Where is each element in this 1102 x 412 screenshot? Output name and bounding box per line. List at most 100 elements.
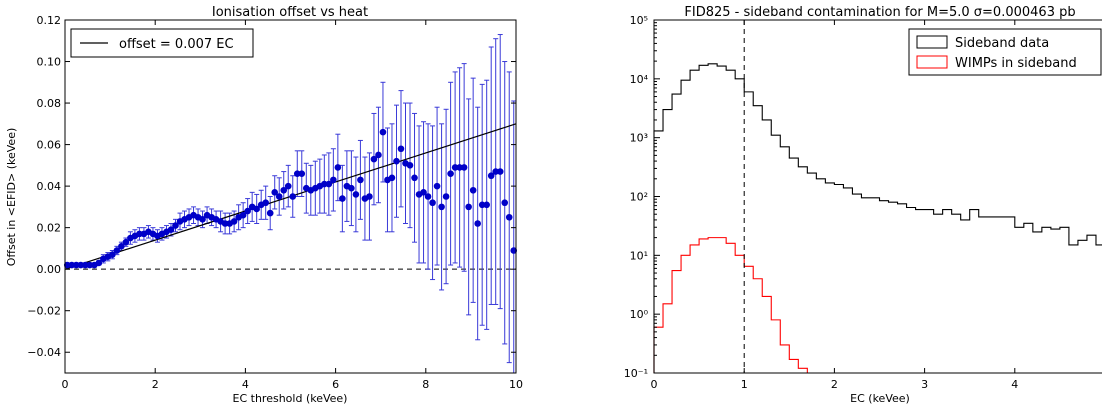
data-point [379, 128, 387, 136]
data-point [321, 180, 328, 188]
data-point [325, 180, 333, 188]
y-tick-label: 10³ [630, 132, 648, 145]
data-point [253, 205, 260, 213]
left-legend-label: offset = 0.007 EC [119, 37, 234, 52]
data-point [465, 203, 472, 211]
data-point [370, 155, 378, 163]
y-tick-label: 0.00 [37, 263, 62, 276]
data-point [429, 199, 436, 207]
y-tick-label: 10¹ [630, 249, 648, 262]
x-tick-label: 3 [921, 378, 928, 391]
x-tick-label: 2 [152, 378, 159, 391]
y-tick-label: 0.10 [37, 56, 62, 69]
data-point [483, 201, 490, 209]
left-chart-frame [64, 19, 517, 374]
left-chart-title: Ionisation offset vs heat [212, 5, 368, 20]
y-tick-label: 0.06 [37, 139, 62, 152]
y-tick-label: 0.04 [37, 180, 62, 193]
right-legend-swatch-wimps [916, 55, 948, 69]
data-point [289, 193, 297, 200]
data-point [298, 170, 306, 177]
y-tick-label: 10⁰ [630, 308, 649, 321]
x-tick-label: 2 [831, 378, 838, 391]
data-point [262, 199, 269, 207]
right-chart-ticks: 0 1 2 3 4 10⁻¹ 10⁰ 10¹ 10² 10³ 10⁴ 10⁵ [624, 14, 1019, 391]
x-tick-label: 0 [651, 378, 658, 391]
x-tick-label: 1 [741, 378, 748, 391]
data-point [199, 216, 206, 223]
y-tick-label: 0.02 [37, 222, 62, 235]
data-point [280, 186, 288, 194]
wimps-histogram [653, 237, 808, 373]
data-point [334, 164, 342, 171]
data-point [460, 164, 468, 171]
y-tick-label: 0.12 [37, 14, 62, 27]
data-point [393, 157, 400, 165]
data-point [352, 191, 360, 198]
data-point [357, 176, 364, 184]
x-tick-label: 8 [422, 378, 429, 391]
data-point [72, 261, 80, 269]
x-tick-label: 0 [62, 378, 69, 391]
data-point [469, 186, 477, 194]
data-point [496, 168, 504, 175]
data-point [505, 213, 513, 221]
left-chart-data [63, 34, 518, 373]
data-point [68, 261, 76, 269]
data-point [438, 203, 445, 211]
y-tick-label: 10² [630, 191, 648, 204]
data-point [244, 207, 251, 215]
right-legend-label-sideband: Sideband data [955, 36, 1049, 51]
data-point [109, 251, 116, 258]
data-point [406, 162, 414, 169]
data-point [136, 230, 143, 238]
right-legend-box [908, 28, 1102, 76]
x-tick-label: 4 [242, 378, 249, 391]
data-point [478, 201, 486, 209]
data-point [86, 261, 94, 269]
data-point [339, 195, 346, 202]
data-point [221, 220, 229, 227]
right-legend-swatch-sideband [916, 35, 948, 49]
left-chart-ticks: 0 2 4 6 8 10 −0.04 −0.02 0.00 0.02 0.04 0.06 0.08 0.1… [27, 14, 523, 391]
data-point [397, 145, 405, 153]
data-point [239, 211, 247, 219]
data-point [433, 182, 441, 190]
data-point [81, 261, 89, 269]
left-chart: Ionisation offset vs heat 0 2 4 6 8 10 −0.04 −0… [5, 5, 523, 405]
data-point [492, 168, 500, 175]
data-point [122, 238, 130, 246]
data-point [271, 189, 279, 196]
data-point [266, 209, 274, 217]
data-point [275, 193, 283, 200]
data-point [77, 261, 85, 269]
y-tick-label: 10⁻¹ [624, 367, 648, 380]
data-point [447, 170, 454, 177]
right-legend-label-wimps: WIMPs in sideband [955, 56, 1077, 71]
data-point [501, 199, 509, 207]
data-point [424, 193, 432, 200]
right-legend: Sideband data WIMPs in sideband [908, 28, 1102, 76]
data-point [172, 222, 179, 229]
data-point [95, 259, 103, 267]
x-tick-label: 4 [1011, 378, 1018, 391]
sideband-data-histogram [653, 63, 1102, 373]
data-point [63, 261, 71, 269]
right-chart-title: FID825 - sideband contamination for M=5.… [684, 5, 1075, 20]
data-point [330, 176, 337, 184]
right-chart-data [653, 20, 1102, 373]
right-x-axis-label: EC (keVee) [850, 392, 910, 405]
data-point [442, 193, 450, 200]
y-tick-label: 0.08 [37, 97, 62, 110]
left-x-axis-label: EC threshold (keVee) [233, 392, 348, 405]
data-point [411, 174, 418, 182]
data-point [348, 184, 355, 192]
data-point [451, 164, 459, 171]
y-tick-label: 10⁴ [630, 73, 649, 86]
data-point [487, 172, 495, 180]
data-point [375, 151, 382, 159]
data-point [230, 218, 238, 225]
data-point [118, 243, 125, 250]
data-point [366, 193, 373, 200]
